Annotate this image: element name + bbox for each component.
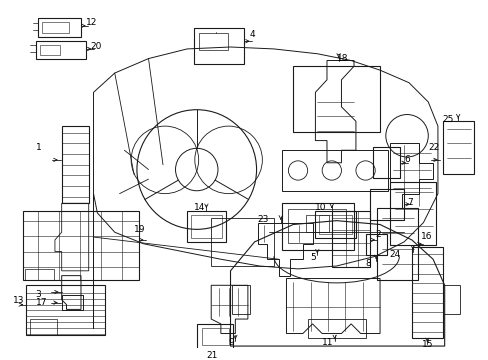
Text: 3: 3 bbox=[36, 290, 41, 299]
Bar bbox=[372, 147, 400, 178]
Bar bbox=[211, 218, 273, 266]
Bar bbox=[201, 328, 228, 345]
Bar bbox=[315, 211, 355, 238]
Text: 13: 13 bbox=[14, 296, 25, 305]
Text: 18: 18 bbox=[336, 54, 347, 63]
Text: 24: 24 bbox=[389, 249, 400, 258]
Bar bbox=[376, 208, 417, 280]
Bar bbox=[293, 66, 379, 132]
Bar bbox=[30, 319, 57, 336]
Text: 7: 7 bbox=[406, 198, 412, 207]
Bar bbox=[319, 215, 351, 234]
Bar bbox=[36, 41, 85, 59]
Text: 23: 23 bbox=[257, 215, 268, 224]
Bar bbox=[331, 211, 369, 267]
Bar bbox=[365, 234, 386, 255]
Bar bbox=[25, 269, 54, 280]
Bar bbox=[187, 211, 225, 242]
Text: 1: 1 bbox=[36, 144, 41, 153]
Bar bbox=[38, 18, 81, 37]
Text: 15: 15 bbox=[421, 340, 432, 349]
Text: 10: 10 bbox=[315, 203, 326, 212]
Bar bbox=[369, 189, 404, 220]
Bar bbox=[41, 45, 60, 55]
Bar bbox=[61, 295, 83, 310]
Text: 12: 12 bbox=[85, 18, 97, 27]
Text: 6: 6 bbox=[404, 155, 409, 164]
Text: 4: 4 bbox=[249, 30, 255, 39]
Bar bbox=[389, 182, 435, 245]
Bar bbox=[198, 32, 227, 50]
Text: 21: 21 bbox=[206, 351, 217, 360]
Bar bbox=[442, 285, 459, 314]
Bar bbox=[42, 22, 69, 32]
Bar bbox=[23, 211, 139, 280]
Text: 8: 8 bbox=[365, 259, 370, 268]
Bar bbox=[281, 203, 353, 249]
Bar bbox=[305, 215, 328, 232]
Text: 11: 11 bbox=[322, 338, 333, 347]
Bar bbox=[191, 215, 222, 238]
Text: 19: 19 bbox=[134, 225, 145, 234]
Text: 14: 14 bbox=[193, 203, 205, 212]
Text: 2: 2 bbox=[374, 230, 380, 239]
Bar bbox=[281, 150, 387, 191]
Bar bbox=[196, 324, 233, 349]
Bar bbox=[61, 126, 88, 203]
Text: 20: 20 bbox=[90, 42, 102, 51]
Text: 16: 16 bbox=[420, 232, 431, 241]
Bar bbox=[26, 285, 105, 336]
Text: 9: 9 bbox=[228, 338, 234, 347]
Bar bbox=[288, 209, 346, 243]
Bar bbox=[442, 121, 473, 174]
Text: 25: 25 bbox=[442, 114, 453, 123]
Text: 22: 22 bbox=[427, 144, 439, 153]
Text: 5: 5 bbox=[310, 253, 316, 262]
Text: 17: 17 bbox=[36, 298, 47, 307]
Bar bbox=[307, 319, 365, 338]
Bar bbox=[193, 28, 244, 64]
Bar bbox=[232, 285, 249, 314]
Bar bbox=[411, 247, 442, 338]
